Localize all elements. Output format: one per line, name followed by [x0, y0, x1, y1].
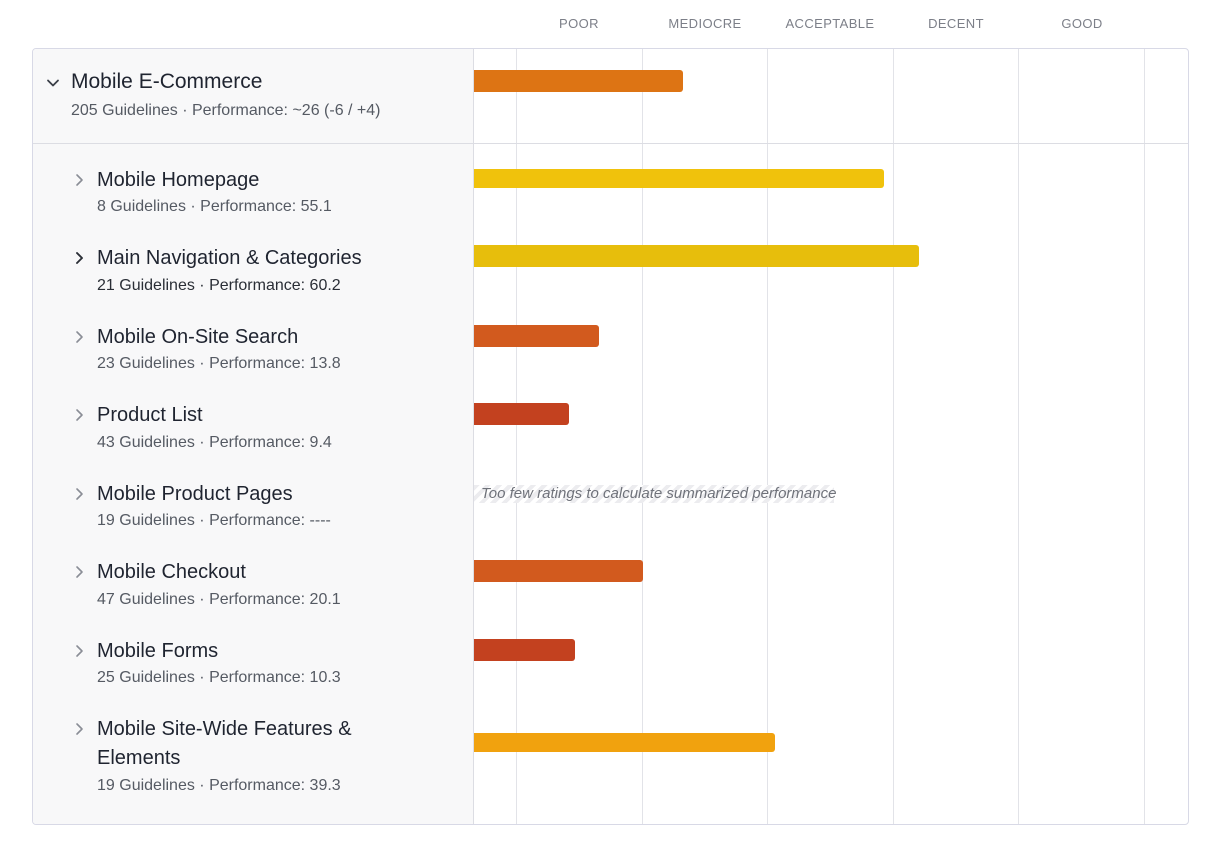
chevron-right-icon[interactable]	[71, 643, 87, 659]
item-title: Mobile Product Pages	[97, 483, 293, 505]
chevron-right-icon[interactable]	[71, 329, 87, 345]
item-title: Product List	[97, 404, 203, 426]
scale-label-decent: DECENT	[928, 16, 984, 31]
performance-bar	[474, 639, 575, 661]
group-divider	[33, 143, 1188, 144]
chevron-right-icon[interactable]	[71, 172, 87, 188]
item-title: Mobile Homepage	[97, 169, 260, 191]
performance-bar	[474, 403, 569, 425]
gridline	[516, 49, 517, 824]
chevron-right-icon[interactable]	[71, 564, 87, 580]
chevron-right-icon[interactable]	[71, 721, 87, 737]
category-column	[33, 49, 474, 824]
scale-label-acceptable: ACCEPTABLE	[785, 16, 875, 31]
item-subtitle: 47 Guidelines · Performance: 20.1	[97, 591, 341, 608]
item-title: Main Navigation & Categories	[97, 247, 362, 269]
performance-bar	[474, 560, 643, 582]
item-subtitle: 25 Guidelines · Performance: 10.3	[97, 669, 341, 686]
scale-label-good: GOOD	[1061, 16, 1103, 31]
performance-bar	[474, 245, 919, 267]
gridline	[1144, 49, 1145, 824]
performance-panel: Mobile E-Commerce 205 Guidelines · Perfo…	[32, 48, 1189, 825]
group-title: Mobile E-Commerce	[71, 70, 263, 93]
item-title: Mobile On-Site Search	[97, 326, 299, 348]
chevron-right-icon[interactable]	[71, 407, 87, 423]
scale-label-mediocre: MEDIOCRE	[668, 16, 742, 31]
performance-bar-group	[474, 70, 683, 92]
item-title: Mobile Checkout	[97, 561, 246, 583]
item-subtitle: 21 Guidelines · Performance: 60.2	[97, 277, 341, 294]
chevron-right-icon[interactable]	[71, 486, 87, 502]
item-title: Mobile Site-Wide Features & Elements	[97, 718, 352, 769]
insufficient-data-strip	[474, 485, 834, 503]
performance-bar	[474, 733, 775, 752]
performance-bar	[474, 325, 599, 347]
chevron-down-icon[interactable]	[45, 75, 61, 91]
item-subtitle: 19 Guidelines · Performance: ----	[97, 512, 331, 529]
group-subtitle: 205 Guidelines · Performance: ~26 (-6 / …	[71, 102, 381, 119]
gridline	[893, 49, 894, 824]
insufficient-data-note: Too few ratings to calculate summarized …	[481, 485, 837, 502]
item-subtitle: 19 Guidelines · Performance: 39.3	[97, 777, 341, 794]
chevron-right-icon[interactable]	[71, 250, 87, 266]
item-title: Mobile Forms	[97, 640, 219, 662]
gridline	[642, 49, 643, 824]
gridline	[1018, 49, 1019, 824]
performance-bar	[474, 169, 884, 188]
item-subtitle: 8 Guidelines · Performance: 55.1	[97, 198, 332, 215]
item-subtitle: 43 Guidelines · Performance: 9.4	[97, 434, 332, 451]
scale-label-poor: POOR	[559, 16, 599, 31]
item-subtitle: 23 Guidelines · Performance: 13.8	[97, 355, 341, 372]
gridline	[767, 49, 768, 824]
